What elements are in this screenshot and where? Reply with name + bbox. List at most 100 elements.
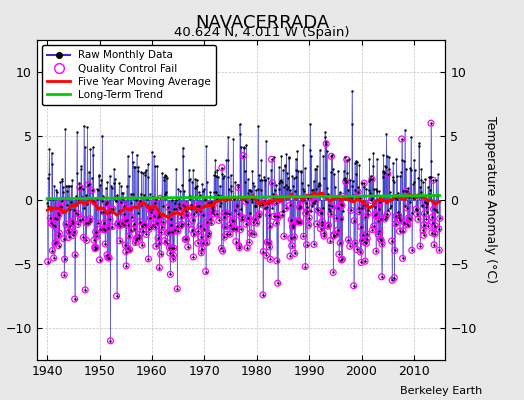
Point xyxy=(77,166,85,173)
Point xyxy=(157,229,165,235)
Point xyxy=(221,223,230,230)
Point xyxy=(55,230,63,236)
Point xyxy=(390,247,399,254)
Point xyxy=(333,231,341,237)
Point xyxy=(321,129,329,135)
Point xyxy=(394,190,402,196)
Point xyxy=(238,216,246,222)
Point xyxy=(400,127,409,134)
Point xyxy=(263,204,271,210)
Point xyxy=(51,223,60,229)
Point xyxy=(305,214,313,221)
Point xyxy=(292,167,300,173)
Point xyxy=(257,157,265,164)
Point xyxy=(98,133,106,139)
Point xyxy=(158,193,167,200)
Point xyxy=(391,220,400,227)
Point xyxy=(403,205,411,211)
Point xyxy=(242,221,250,227)
Point xyxy=(223,157,232,164)
Point xyxy=(68,218,76,224)
Point xyxy=(333,227,342,233)
Point xyxy=(180,206,189,213)
Point xyxy=(135,231,144,238)
Point xyxy=(370,204,379,210)
Point xyxy=(339,208,347,214)
Point xyxy=(212,196,221,202)
Point xyxy=(131,240,139,246)
Point xyxy=(358,180,366,186)
Point xyxy=(397,169,406,176)
Point xyxy=(209,202,217,209)
Point xyxy=(149,221,158,228)
Point xyxy=(158,170,166,176)
Point xyxy=(47,150,56,156)
Point xyxy=(234,184,243,191)
Point xyxy=(368,226,377,233)
Point xyxy=(60,236,68,242)
Point xyxy=(348,88,356,95)
Point xyxy=(403,221,411,227)
Point xyxy=(127,226,136,233)
Point xyxy=(423,200,431,206)
Point xyxy=(165,244,173,251)
Point xyxy=(111,176,119,182)
Point xyxy=(319,230,328,236)
Point xyxy=(107,205,115,212)
Point xyxy=(57,204,65,211)
Point xyxy=(402,188,411,194)
Point xyxy=(421,204,430,210)
Point xyxy=(341,154,349,160)
Point xyxy=(147,194,156,200)
Point xyxy=(269,213,278,220)
Point xyxy=(395,215,403,221)
Point xyxy=(235,242,243,249)
Point xyxy=(407,167,416,174)
Point xyxy=(95,257,104,263)
Point xyxy=(193,202,201,209)
Point xyxy=(167,216,176,222)
Point xyxy=(331,184,339,190)
Point xyxy=(311,166,320,172)
Point xyxy=(322,140,331,147)
Point xyxy=(68,220,77,226)
Point xyxy=(177,222,185,229)
Point xyxy=(315,147,324,154)
Point xyxy=(92,233,101,240)
Point xyxy=(311,198,320,204)
Point xyxy=(155,240,163,246)
Point xyxy=(73,221,82,228)
Point xyxy=(431,231,439,237)
Point xyxy=(222,197,230,204)
Point xyxy=(371,212,379,218)
Point xyxy=(133,210,141,216)
Point xyxy=(104,209,113,216)
Point xyxy=(294,168,302,174)
Point xyxy=(195,203,203,209)
Point xyxy=(246,230,255,236)
Point xyxy=(124,222,133,228)
Point xyxy=(148,205,157,212)
Point xyxy=(85,181,93,188)
Text: NAVACERRADA: NAVACERRADA xyxy=(195,14,329,32)
Point xyxy=(395,212,403,219)
Point xyxy=(377,274,386,280)
Point xyxy=(195,203,203,209)
Point xyxy=(194,228,202,234)
Point xyxy=(249,231,258,238)
Point xyxy=(174,185,182,192)
Point xyxy=(412,210,421,217)
Point xyxy=(140,222,149,228)
Point xyxy=(304,222,313,228)
Point xyxy=(325,205,333,212)
Point xyxy=(348,121,356,128)
Point xyxy=(227,188,235,194)
Point xyxy=(180,203,188,209)
Point xyxy=(250,203,259,209)
Point xyxy=(151,243,160,250)
Point xyxy=(138,223,147,230)
Point xyxy=(224,174,233,180)
Point xyxy=(226,231,234,237)
Point xyxy=(372,211,380,217)
Point xyxy=(257,186,265,193)
